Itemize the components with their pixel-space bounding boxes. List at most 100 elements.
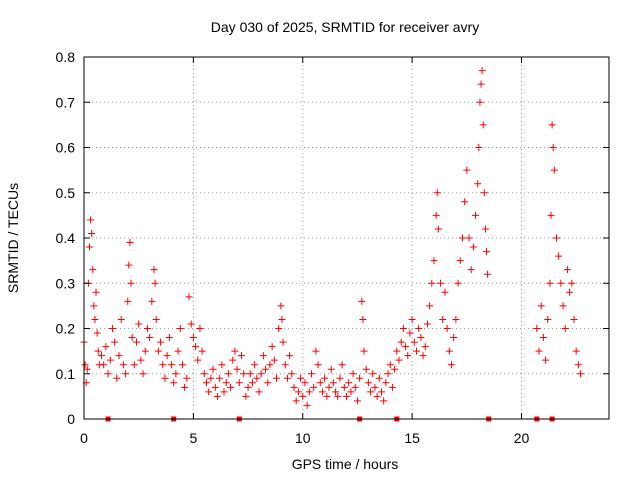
data-point	[445, 347, 453, 355]
data-point	[474, 180, 482, 188]
data-point	[559, 302, 567, 310]
data-point	[213, 392, 221, 400]
data-point	[165, 334, 173, 342]
data-point	[393, 347, 401, 355]
data-point	[90, 302, 98, 310]
data-point	[417, 334, 425, 342]
data-point	[124, 297, 132, 305]
data-point	[127, 279, 135, 287]
data-point	[480, 189, 488, 197]
data-point	[547, 211, 555, 219]
data-point	[83, 365, 91, 373]
data-point	[266, 361, 274, 369]
data-point	[255, 388, 263, 396]
data-point	[126, 239, 134, 247]
data-point	[373, 392, 381, 400]
data-point	[253, 374, 261, 382]
data-point	[572, 347, 580, 355]
data-point	[159, 361, 167, 369]
data-point	[128, 334, 136, 342]
data-point	[209, 365, 217, 373]
data-point	[303, 401, 311, 409]
data-point	[192, 343, 200, 351]
data-point	[246, 370, 254, 378]
data-point	[371, 383, 379, 391]
data-point	[102, 343, 110, 351]
axis-ticks: 0 0.1 0.2 0.3 0.4 0.5 0.6 0.7 0.8 0 5 10 15 20	[56, 49, 609, 446]
data-point	[251, 361, 259, 369]
data-point	[388, 383, 396, 391]
data-point	[143, 325, 151, 332]
data-point	[257, 370, 265, 378]
data-point	[292, 397, 300, 405]
data-point	[185, 293, 193, 301]
data-point	[430, 257, 438, 265]
data-point	[181, 383, 189, 391]
data-point	[550, 166, 558, 174]
data-point	[359, 315, 367, 323]
data-point	[452, 315, 460, 323]
data-point	[148, 297, 156, 305]
data-point	[454, 279, 462, 287]
data-point	[461, 198, 469, 206]
data-point	[130, 361, 138, 369]
data-point	[290, 383, 298, 391]
y-tick-label: 0.2	[56, 321, 76, 337]
data-point	[227, 383, 235, 391]
data-point	[235, 379, 243, 387]
data-point	[92, 288, 100, 296]
data-point	[216, 374, 224, 382]
data-point	[151, 279, 159, 287]
data-point	[161, 374, 169, 382]
data-point	[104, 370, 112, 378]
data-point	[349, 370, 357, 378]
data-point	[432, 211, 440, 219]
data-point	[174, 347, 182, 355]
data-point	[397, 338, 405, 346]
data-point	[475, 144, 483, 151]
data-point	[423, 320, 431, 328]
data-point	[483, 248, 490, 256]
data-point	[362, 365, 370, 373]
data-point	[172, 370, 180, 378]
data-point	[467, 266, 475, 274]
data-point	[150, 266, 158, 274]
data-point	[539, 334, 547, 342]
data-point	[262, 365, 270, 373]
data-point	[154, 347, 162, 355]
data-point	[360, 347, 368, 355]
data-point	[211, 383, 219, 391]
data-point	[343, 392, 350, 400]
x-tick-label: 5	[189, 430, 197, 446]
data-point	[275, 325, 283, 332]
data-point	[200, 370, 208, 378]
chart-title: Day 030 of 2025, SRMTID for receiver avr…	[211, 19, 479, 35]
data-point	[428, 279, 436, 287]
data-point	[402, 343, 410, 351]
data-point	[345, 379, 353, 387]
data-point	[535, 347, 543, 355]
data-point	[391, 365, 399, 373]
y-tick-label: 0.3	[56, 275, 76, 291]
data-point	[198, 347, 206, 355]
data-point	[413, 347, 420, 355]
data-point	[479, 121, 487, 129]
data-point	[347, 388, 355, 396]
data-point	[279, 338, 287, 346]
data-point	[481, 225, 489, 233]
data-point	[294, 388, 302, 396]
data-point	[115, 352, 123, 360]
data-point	[406, 329, 414, 337]
data-point	[94, 347, 102, 355]
data-point	[88, 229, 96, 237]
data-point	[113, 374, 121, 382]
data-point	[137, 356, 145, 364]
data-point	[465, 234, 473, 242]
data-point	[111, 338, 119, 346]
data-point	[439, 315, 447, 323]
data-point	[561, 325, 569, 332]
data-point	[231, 347, 239, 355]
data-point	[91, 315, 99, 323]
data-point	[476, 98, 484, 106]
data-point	[367, 388, 375, 396]
